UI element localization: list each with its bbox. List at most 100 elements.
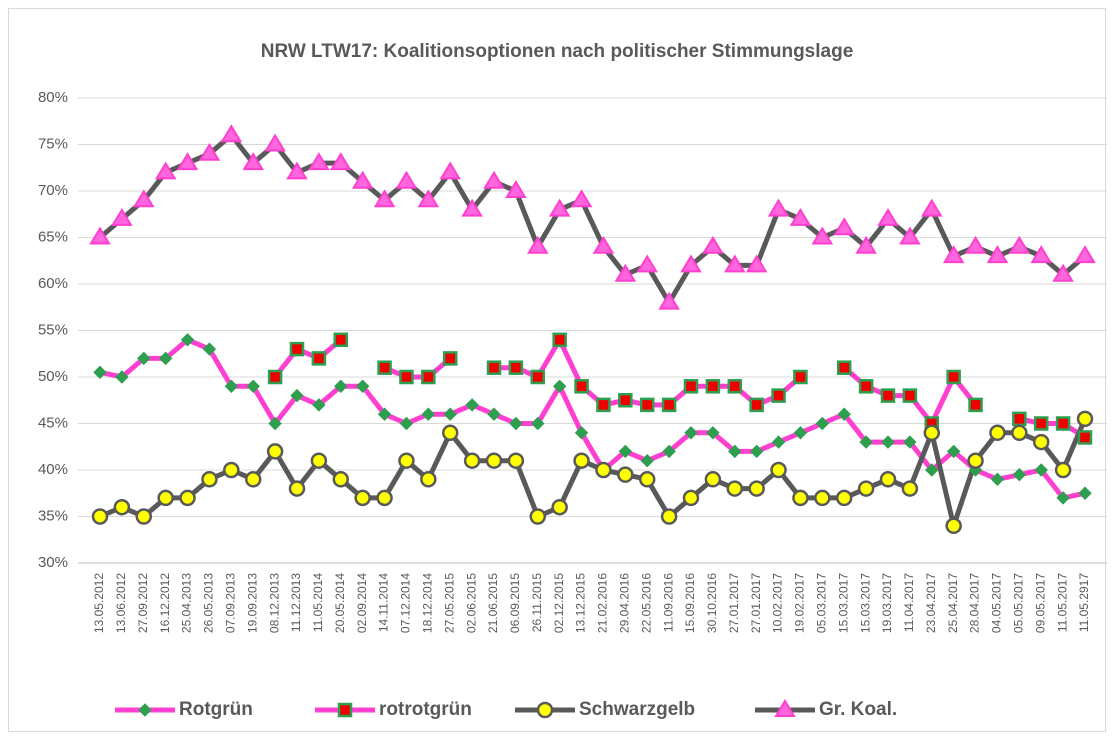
x-tick-label: 27.09.2012 <box>136 573 150 633</box>
y-tick-label: 50% <box>38 368 68 385</box>
data-marker <box>133 189 155 208</box>
data-marker <box>945 517 962 535</box>
data-marker <box>833 217 855 236</box>
data-marker <box>202 342 217 356</box>
y-tick-label: 40% <box>38 461 68 478</box>
data-marker <box>508 360 524 375</box>
data-marker <box>137 351 151 366</box>
y-tick-label: 60% <box>38 275 68 292</box>
data-marker <box>91 508 109 525</box>
x-tick-label: 27.01.2017 <box>727 573 741 633</box>
data-marker <box>921 198 943 217</box>
data-marker <box>618 393 633 408</box>
data-marker <box>771 388 786 403</box>
data-marker <box>290 388 304 403</box>
data-marker <box>135 508 153 525</box>
data-marker <box>333 332 349 348</box>
data-marker <box>268 416 282 431</box>
data-marker <box>857 480 875 497</box>
x-tick-label: 11.04.2017 <box>902 573 916 632</box>
x-tick-label: 05.05.2017 <box>1012 573 1026 633</box>
data-marker <box>815 416 830 431</box>
data-marker <box>487 407 501 421</box>
data-marker <box>115 370 129 384</box>
data-marker <box>1030 245 1052 264</box>
data-marker <box>93 365 107 380</box>
data-marker <box>509 416 523 431</box>
data-marker <box>527 235 549 254</box>
data-marker <box>614 263 637 282</box>
data-marker <box>745 254 768 273</box>
data-marker <box>373 189 396 208</box>
chart-border <box>8 8 1106 732</box>
data-marker <box>661 397 677 413</box>
data-marker <box>1054 461 1072 479</box>
data-marker <box>1033 416 1049 431</box>
data-marker <box>903 435 917 449</box>
data-marker <box>461 198 483 217</box>
x-tick-label: 29.04.2016 <box>618 573 632 633</box>
x-tick-label: 23.04.2017 <box>924 573 938 633</box>
y-tick-label: 65% <box>38 228 68 245</box>
data-marker <box>157 489 174 507</box>
data-marker <box>354 489 371 507</box>
data-marker <box>334 379 348 394</box>
legend-label: Rotgrün <box>179 699 253 720</box>
data-marker <box>1052 263 1074 282</box>
data-marker <box>901 480 919 497</box>
series-line <box>383 356 452 380</box>
x-tick-label: 28.04.2017 <box>968 573 982 633</box>
data-marker <box>946 444 961 459</box>
data-marker <box>483 170 505 189</box>
data-marker <box>264 133 286 152</box>
legend-item: Schwarzgelb <box>515 699 695 720</box>
data-marker <box>180 333 195 347</box>
data-marker <box>529 508 547 525</box>
data-marker <box>793 426 808 440</box>
data-marker <box>308 152 330 171</box>
data-marker <box>154 161 177 180</box>
data-marker <box>1078 486 1092 500</box>
data-marker <box>814 489 831 507</box>
data-marker <box>749 397 764 413</box>
data-marker <box>530 369 546 385</box>
data-marker <box>377 360 392 375</box>
data-marker <box>662 444 676 459</box>
legend-label: Schwarzgelb <box>579 699 695 720</box>
data-marker <box>592 235 615 254</box>
legend-item: rotrotgrün <box>315 699 472 720</box>
y-tick-label: 70% <box>38 182 68 199</box>
data-marker <box>179 489 196 507</box>
x-tick-label: 25.04.2017 <box>946 573 960 633</box>
data-marker <box>617 466 634 483</box>
data-marker <box>288 480 306 497</box>
data-marker <box>1056 491 1070 505</box>
data-marker <box>836 360 852 375</box>
data-marker <box>989 424 1006 442</box>
x-tick-label: 11.05.2917 <box>1077 573 1091 632</box>
data-marker <box>113 498 131 516</box>
data-marker <box>767 198 790 217</box>
y-tick-label: 55% <box>38 321 68 338</box>
x-tick-label: 07.12.2014 <box>399 573 413 633</box>
x-tick-label: 11.12.2013 <box>289 573 303 632</box>
data-marker <box>858 379 874 394</box>
series-line <box>1018 416 1087 440</box>
data-marker <box>660 508 678 525</box>
x-tick-label: 26.05.2013 <box>202 573 216 633</box>
data-marker <box>573 452 590 469</box>
data-marker <box>706 426 720 440</box>
x-tick-label: 15.09.2016 <box>683 573 697 633</box>
x-tick-label: 09.05.2017 <box>1033 573 1047 633</box>
x-tick-label: 15.03.2017 <box>836 573 850 633</box>
data-marker <box>485 452 503 469</box>
data-marker <box>223 461 240 479</box>
data-marker <box>702 235 724 254</box>
data-marker <box>990 472 1005 487</box>
data-marker <box>531 416 545 431</box>
x-tick-label: 25.04.2013 <box>180 573 194 633</box>
data-marker <box>421 407 436 421</box>
x-tick-label: 27.01.2017 <box>749 573 763 633</box>
data-marker <box>749 444 764 459</box>
data-marker <box>1011 424 1028 442</box>
